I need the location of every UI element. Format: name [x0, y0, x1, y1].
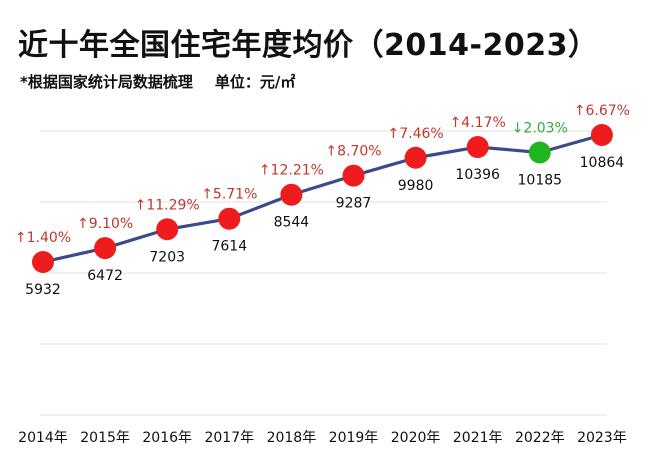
data-point	[342, 164, 365, 187]
value-label: 6472	[87, 268, 123, 284]
data-points	[32, 124, 613, 273]
change-label: ↑12.21%	[259, 163, 324, 179]
data-labels: ↑1.40% 5932 ↑9.10% 6472 ↑11.29% 7203 ↑5.71% 761…	[15, 103, 630, 298]
value-label: 10864	[580, 155, 625, 171]
chart-subtitle: *根据国家统计局数据梳理 单位：元/㎡	[20, 71, 295, 92]
x-tick-label: 2014年	[18, 430, 68, 446]
chart-title: 近十年全国住宅年度均价（2014-2023）	[18, 28, 599, 63]
change-label: ↑7.46%	[387, 126, 443, 142]
value-label: 10396	[455, 167, 500, 183]
x-tick-label: 2019年	[329, 430, 379, 446]
data-point	[590, 124, 613, 146]
change-label: ↑9.10%	[77, 216, 133, 232]
source-note: *根据国家统计局数据梳理	[20, 73, 193, 91]
gridlines	[40, 130, 607, 416]
change-label: ↑1.40%	[15, 230, 71, 246]
data-point	[156, 218, 179, 241]
x-tick-label: 2015年	[80, 430, 130, 446]
change-label: ↑8.70%	[325, 144, 381, 160]
data-point	[218, 207, 241, 230]
series-line	[42, 133, 603, 264]
value-label: 9287	[336, 196, 372, 212]
x-tick-label: 2018年	[267, 430, 317, 446]
data-point	[280, 183, 303, 206]
x-tick-label: 2020年	[391, 430, 441, 446]
x-axis-labels: 2014年 2015年 2016年 2017年 2018年 2019年 2020年 2021年…	[18, 430, 627, 446]
data-point	[32, 251, 54, 273]
data-point	[528, 141, 551, 164]
value-label: 8544	[274, 215, 310, 231]
data-point	[466, 136, 489, 159]
data-point	[404, 146, 427, 169]
change-label: ↑5.71%	[201, 187, 257, 203]
value-label: 7614	[211, 239, 247, 255]
x-tick-label: 2023年	[577, 430, 627, 446]
value-label: 5932	[25, 282, 61, 298]
x-tick-label: 2021年	[453, 430, 503, 446]
data-point	[94, 237, 117, 260]
x-tick-label: 2016年	[142, 430, 192, 446]
change-label: ↑6.67%	[574, 103, 630, 119]
series-line-layer	[42, 133, 603, 264]
x-tick-label: 2022年	[515, 430, 565, 446]
change-label: ↓2.03%	[512, 120, 568, 136]
value-label: 9980	[398, 178, 434, 194]
value-label: 7203	[149, 249, 185, 265]
change-label: ↑11.29%	[135, 197, 200, 213]
change-label: ↑4.17%	[450, 115, 506, 131]
unit-label: 单位：元/㎡	[214, 73, 296, 91]
value-label: 10185	[518, 172, 563, 188]
x-tick-label: 2017年	[204, 430, 254, 446]
